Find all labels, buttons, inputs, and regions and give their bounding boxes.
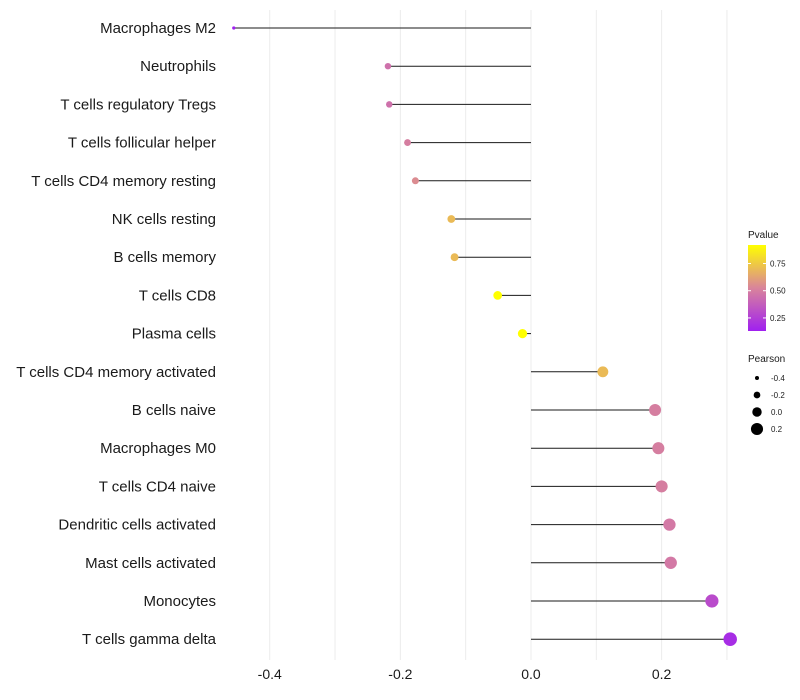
- category-label: T cells follicular helper: [68, 135, 216, 152]
- stem-layer: [233, 27, 731, 640]
- lollipop-point: [411, 177, 419, 185]
- category-label: T cells CD4 naive: [99, 478, 216, 495]
- pearson-legend-label: 0.2: [771, 425, 783, 434]
- pearson-legend-label: -0.4: [771, 374, 785, 383]
- category-label: Monocytes: [143, 593, 216, 610]
- category-label: B cells naive: [132, 402, 216, 419]
- category-label: T cells CD4 memory resting: [31, 173, 216, 190]
- category-label: T cells CD8: [139, 287, 216, 304]
- pearson-legend-title: Pearson: [748, 354, 785, 365]
- category-label: T cells CD4 memory activated: [16, 364, 216, 381]
- pvalue-legend: Pvalue 0.25 0.50 0.75: [748, 230, 786, 331]
- category-label: Plasma cells: [132, 326, 216, 343]
- colorbar-tick-label: 0.75: [770, 260, 786, 269]
- pearson-legend-key: [750, 422, 764, 436]
- pvalue-colorbar-ticks: 0.25 0.50 0.75: [748, 260, 786, 323]
- lollipop-point: [723, 632, 737, 646]
- x-tick-label: -0.4: [258, 666, 282, 682]
- lollipop-point: [493, 291, 503, 300]
- pearson-legend-key: [753, 391, 761, 399]
- lollipop-point: [652, 442, 665, 455]
- lollipop-point: [705, 594, 719, 608]
- lollipop-point: [386, 101, 393, 108]
- lollipop-point: [232, 26, 236, 30]
- pearson-legend-key: [752, 407, 762, 417]
- lollipop-point: [649, 404, 662, 416]
- grid-layer: [269, 10, 728, 660]
- pearson-legend-keys: -0.4 -0.2 0.0 0.2: [750, 374, 785, 436]
- x-tick-label: -0.2: [388, 666, 412, 682]
- point-layer: [232, 26, 737, 646]
- category-label: B cells memory: [113, 249, 216, 266]
- x-tick-label: 0.0: [521, 666, 541, 682]
- colorbar-tick-label: 0.25: [770, 314, 786, 323]
- lollipop-point: [384, 62, 392, 70]
- lollipop-point: [663, 518, 676, 531]
- lollipop-point: [517, 328, 528, 339]
- colorbar-tick-label: 0.50: [770, 287, 786, 296]
- category-label: Macrophages M0: [100, 440, 216, 457]
- lollipop-point: [664, 556, 677, 569]
- pearson-legend-key: [754, 375, 760, 381]
- pvalue-legend-title: Pvalue: [748, 230, 779, 241]
- category-label: Neutrophils: [140, 58, 216, 75]
- pearson-legend-label: -0.2: [771, 391, 785, 400]
- lollipop-point: [450, 253, 459, 262]
- category-label: Macrophages M2: [100, 20, 216, 37]
- pearson-legend-label: 0.0: [771, 408, 783, 417]
- x-tick-label: 0.2: [652, 666, 672, 682]
- category-label: Mast cells activated: [85, 555, 216, 572]
- lollipop-point: [447, 215, 456, 223]
- pearson-legend: Pearson -0.4 -0.2 0.0 0.2: [748, 354, 785, 436]
- category-labels: Macrophages M2 Neutrophils T cells regulat…: [16, 20, 216, 648]
- category-label: NK cells resting: [112, 211, 216, 228]
- lollipop-point: [597, 366, 609, 378]
- category-label: Dendritic cells activated: [58, 517, 216, 534]
- lollipop-point: [655, 480, 668, 493]
- category-label: T cells gamma delta: [82, 631, 217, 648]
- x-axis-ticks: -0.4 -0.2 0.0 0.2: [258, 666, 672, 682]
- pvalue-colorbar: [748, 245, 766, 331]
- lollipop-point: [404, 139, 411, 147]
- category-label: T cells regulatory Tregs: [60, 96, 216, 113]
